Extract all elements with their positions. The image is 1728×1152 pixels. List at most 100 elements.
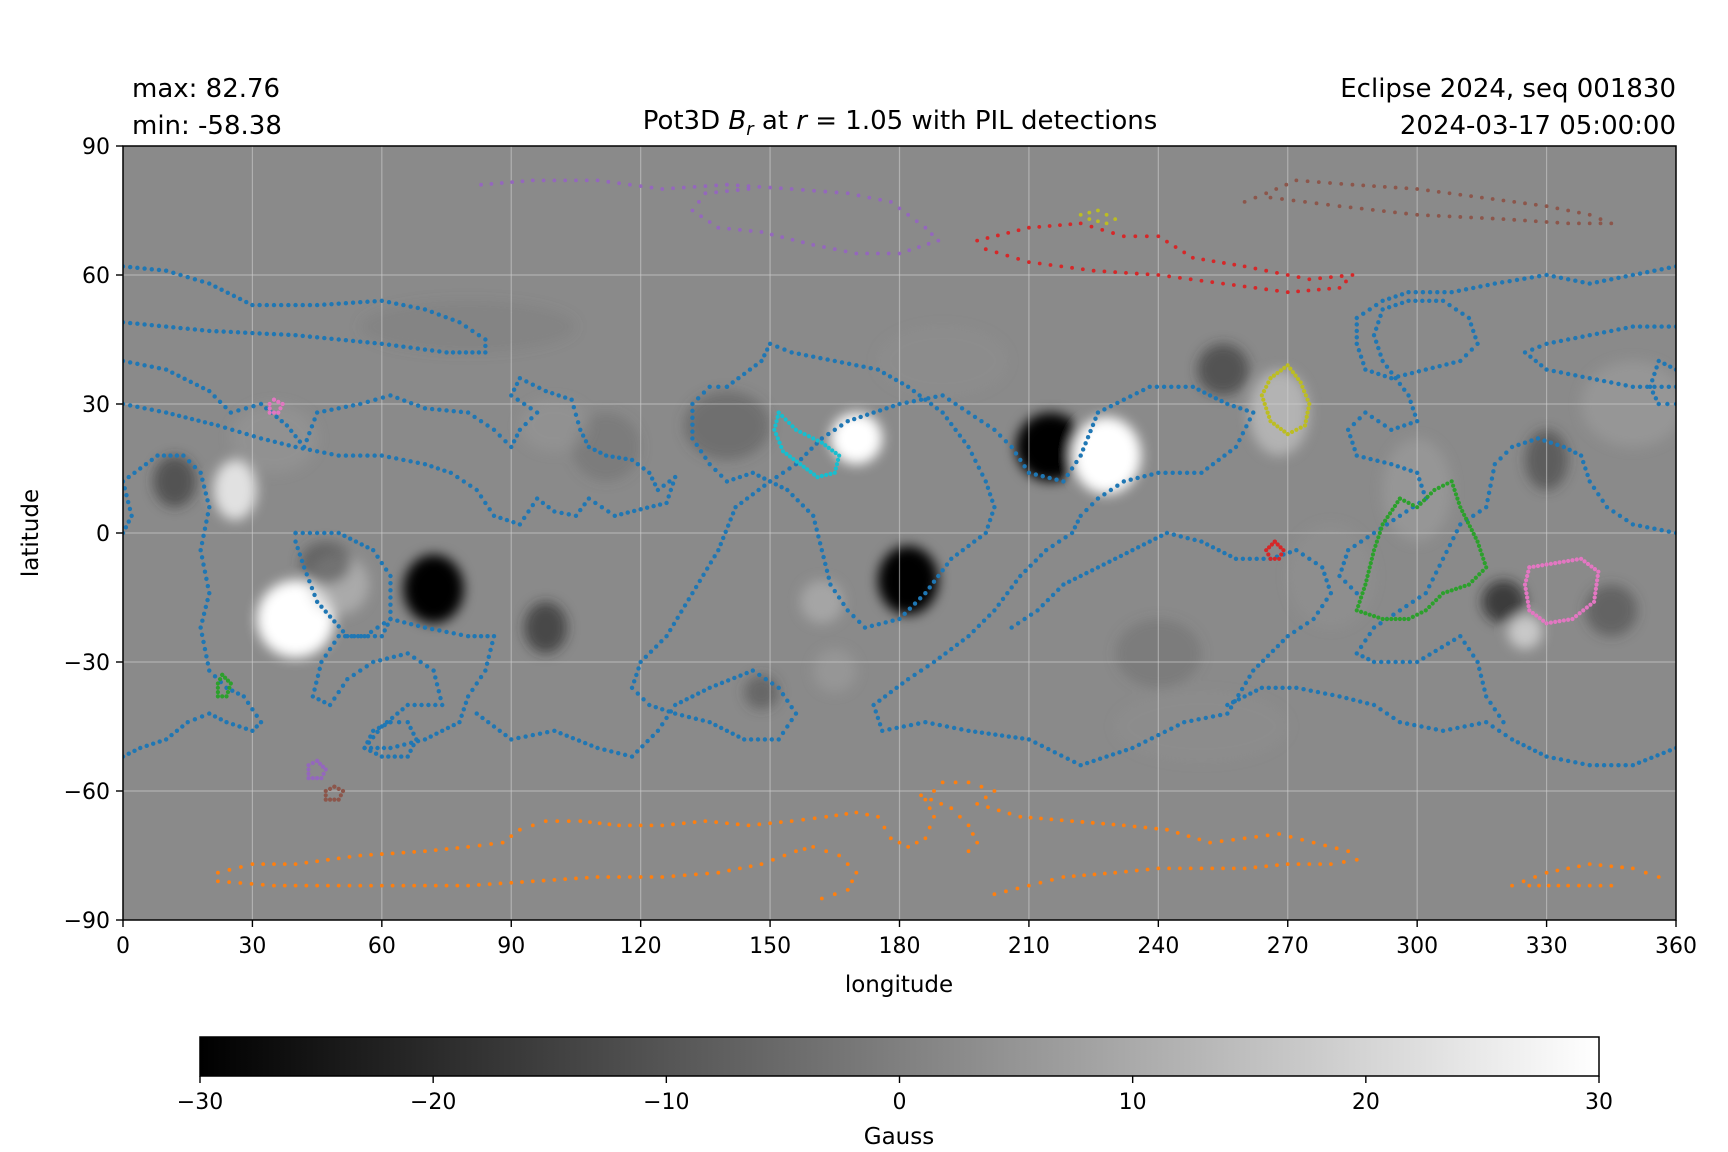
pil-point xyxy=(1189,718,1194,723)
pil-point xyxy=(690,694,695,699)
pil-contour-point xyxy=(1463,516,1469,521)
pil-contour-point xyxy=(1268,556,1273,561)
pil-contour-point xyxy=(1428,491,1434,496)
pil-point xyxy=(451,722,456,728)
pil-point xyxy=(975,802,980,806)
pil-point xyxy=(714,183,719,188)
pil-point xyxy=(1040,603,1045,608)
pil-point xyxy=(178,325,183,331)
pil-contour-point xyxy=(798,462,803,467)
pil-point xyxy=(1471,328,1476,334)
pil-point xyxy=(701,390,707,395)
pil-point xyxy=(1652,384,1657,389)
pil-point xyxy=(1555,206,1560,211)
pil-point xyxy=(635,749,640,754)
pil-point xyxy=(944,562,950,567)
pil-contour-point xyxy=(1370,552,1376,557)
chart-title: Pot3D Br at r = 1.05 with PIL detections xyxy=(643,106,1158,140)
pil-point xyxy=(1456,288,1462,293)
pil-point xyxy=(365,545,370,550)
pil-point xyxy=(552,877,557,882)
pil-contour-point xyxy=(336,786,341,791)
pil-point xyxy=(1130,548,1135,553)
pil-point xyxy=(748,864,753,869)
pil-contour-point xyxy=(824,472,829,478)
pil-point xyxy=(566,819,571,823)
pil-point xyxy=(1378,352,1383,357)
pil-point xyxy=(1091,758,1096,764)
pil-point xyxy=(1136,742,1142,747)
pil-point xyxy=(1616,763,1621,768)
pil-point xyxy=(1483,694,1489,699)
pil-point xyxy=(1379,659,1384,665)
pil-point xyxy=(595,745,600,751)
field-blob xyxy=(800,580,844,624)
pil-point xyxy=(701,688,707,693)
pil-point xyxy=(1123,747,1129,753)
pil-point xyxy=(1070,819,1074,823)
pil-point xyxy=(1380,298,1385,303)
pil-point xyxy=(1196,387,1201,392)
pil-point xyxy=(251,434,257,439)
pil-point xyxy=(203,491,209,496)
pil-point xyxy=(1435,290,1440,295)
pil-point xyxy=(129,513,134,518)
pil-point xyxy=(690,436,695,441)
pil-point xyxy=(1402,372,1408,377)
pil-point xyxy=(199,632,205,637)
pil-point xyxy=(609,749,614,754)
pil-contour-point xyxy=(798,429,803,435)
pil-point xyxy=(484,661,490,666)
pil-point xyxy=(250,330,255,336)
pil-point xyxy=(396,720,402,725)
pil-point xyxy=(643,654,649,660)
pil-point xyxy=(199,279,205,284)
pil-point xyxy=(1479,216,1484,220)
pil-point xyxy=(1231,283,1236,287)
pil-contour-point xyxy=(1369,556,1374,561)
pil-point xyxy=(1458,634,1463,639)
pil-point xyxy=(1345,427,1351,432)
pil-point xyxy=(785,724,790,729)
pil-point xyxy=(529,416,534,421)
pil-point xyxy=(1154,384,1160,389)
pil-point xyxy=(1143,825,1148,830)
pil-point xyxy=(1346,849,1351,854)
pil-point xyxy=(181,453,186,458)
pil-point xyxy=(1489,476,1495,481)
pil-point xyxy=(1052,750,1058,755)
pil-contour-point xyxy=(1481,556,1486,561)
pil-point xyxy=(1530,347,1535,352)
pil-point xyxy=(1097,756,1103,761)
pil-point xyxy=(1080,820,1085,824)
pil-point xyxy=(402,742,407,747)
pil-point xyxy=(1213,396,1219,401)
colorbar-tick-label: −20 xyxy=(410,1090,456,1115)
pil-point xyxy=(713,722,718,728)
pil-point xyxy=(180,724,185,729)
pil-point xyxy=(178,272,183,278)
pil-point xyxy=(1322,571,1327,577)
pil-point xyxy=(250,862,255,866)
pil-point xyxy=(1468,322,1474,327)
pil-point xyxy=(1587,883,1592,888)
pil-point xyxy=(444,408,449,413)
pil-point xyxy=(304,883,309,888)
pil-point xyxy=(755,737,761,742)
pil-point xyxy=(908,722,914,728)
pil-point xyxy=(1225,401,1230,407)
pil-point xyxy=(442,468,447,473)
pil-point xyxy=(340,683,346,688)
pil-point xyxy=(1328,862,1333,866)
pil-point xyxy=(599,505,605,510)
pil-point xyxy=(728,517,733,522)
pil-point xyxy=(312,592,317,598)
pil-point xyxy=(279,441,284,446)
pil-point xyxy=(1367,307,1372,312)
pil-point xyxy=(1406,290,1411,295)
pil-point xyxy=(617,823,621,828)
pil-point xyxy=(379,560,385,566)
pil-point xyxy=(1454,529,1460,534)
pil-point xyxy=(408,748,413,754)
pil-point xyxy=(1384,364,1390,369)
